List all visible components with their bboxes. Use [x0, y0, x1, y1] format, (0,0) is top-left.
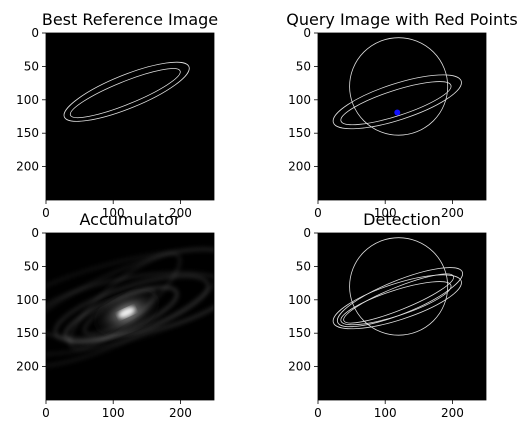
y-tick-label: 0 — [31, 26, 39, 40]
panel-4: Detection 0 100 200 0 50 100 150 200 — [288, 210, 487, 420]
y-tick-label: 50 — [24, 259, 39, 273]
y-tick-label: 0 — [31, 226, 39, 240]
circle-outline — [349, 37, 449, 136]
circle-outline — [349, 237, 449, 336]
y-tick-label: 150 — [16, 326, 39, 340]
ellipse-outline — [63, 61, 190, 122]
y-tick-label: 50 — [296, 259, 311, 273]
ellipse-outline — [343, 273, 455, 324]
x-tick-label: 100 — [374, 406, 397, 420]
detected-point — [394, 109, 401, 116]
ellipse-outline — [336, 267, 464, 328]
x-tick-label: 100 — [102, 206, 125, 220]
x-tick-label: 200 — [441, 206, 464, 220]
x-tick-label: 0 — [314, 206, 322, 220]
axes-frame — [317, 32, 487, 201]
accumulator-streak — [46, 271, 214, 340]
panel-title: Query Image with Red Points — [286, 10, 517, 29]
accumulator-streak — [53, 274, 210, 343]
image-content — [46, 247, 214, 369]
ellipse-outline — [332, 74, 462, 130]
x-tick-label: 200 — [169, 406, 192, 420]
y-tick-label: 200 — [288, 160, 311, 174]
y-tick-label: 150 — [288, 126, 311, 140]
y-tick-label: 50 — [296, 59, 311, 73]
y-tick-label: 100 — [288, 293, 311, 307]
panel-title: Detection — [363, 210, 441, 229]
y-tick-label: 200 — [16, 360, 39, 374]
image-content — [332, 37, 462, 136]
ellipse-outline — [340, 81, 452, 126]
y-tick-label: 100 — [16, 93, 39, 107]
accumulator-streak — [46, 248, 214, 357]
axes-frame — [45, 232, 215, 401]
ellipse-outline — [69, 68, 181, 119]
x-tick-label: 0 — [42, 406, 50, 420]
y-tick-label: 100 — [16, 293, 39, 307]
panel-title: Accumulator — [79, 210, 180, 229]
y-tick-label: 100 — [288, 93, 311, 107]
x-tick-label: 200 — [169, 206, 192, 220]
x-tick-label: 0 — [42, 206, 50, 220]
panel-3: Accumulator 0 100 200 0 50 100 150 200 — [16, 210, 215, 420]
y-tick-label: 150 — [16, 126, 39, 140]
y-tick-label: 50 — [24, 59, 39, 73]
y-tick-label: 0 — [303, 26, 311, 40]
accumulator-peak — [118, 307, 135, 318]
y-tick-label: 200 — [16, 160, 39, 174]
y-tick-label: 0 — [303, 226, 311, 240]
image-content — [332, 237, 464, 336]
y-tick-label: 150 — [288, 326, 311, 340]
x-tick-label: 0 — [314, 406, 322, 420]
image-background — [46, 33, 214, 200]
image-background — [318, 233, 486, 400]
panel-title: Best Reference Image — [42, 10, 218, 29]
image-background — [318, 33, 486, 200]
y-tick-label: 200 — [288, 360, 311, 374]
x-tick-label: 100 — [374, 206, 397, 220]
x-tick-label: 100 — [102, 406, 125, 420]
axes-frame — [317, 232, 487, 401]
axes-frame — [45, 32, 215, 201]
image-content — [63, 61, 190, 122]
ellipse-outline — [332, 274, 462, 330]
x-tick-label: 200 — [441, 406, 464, 420]
